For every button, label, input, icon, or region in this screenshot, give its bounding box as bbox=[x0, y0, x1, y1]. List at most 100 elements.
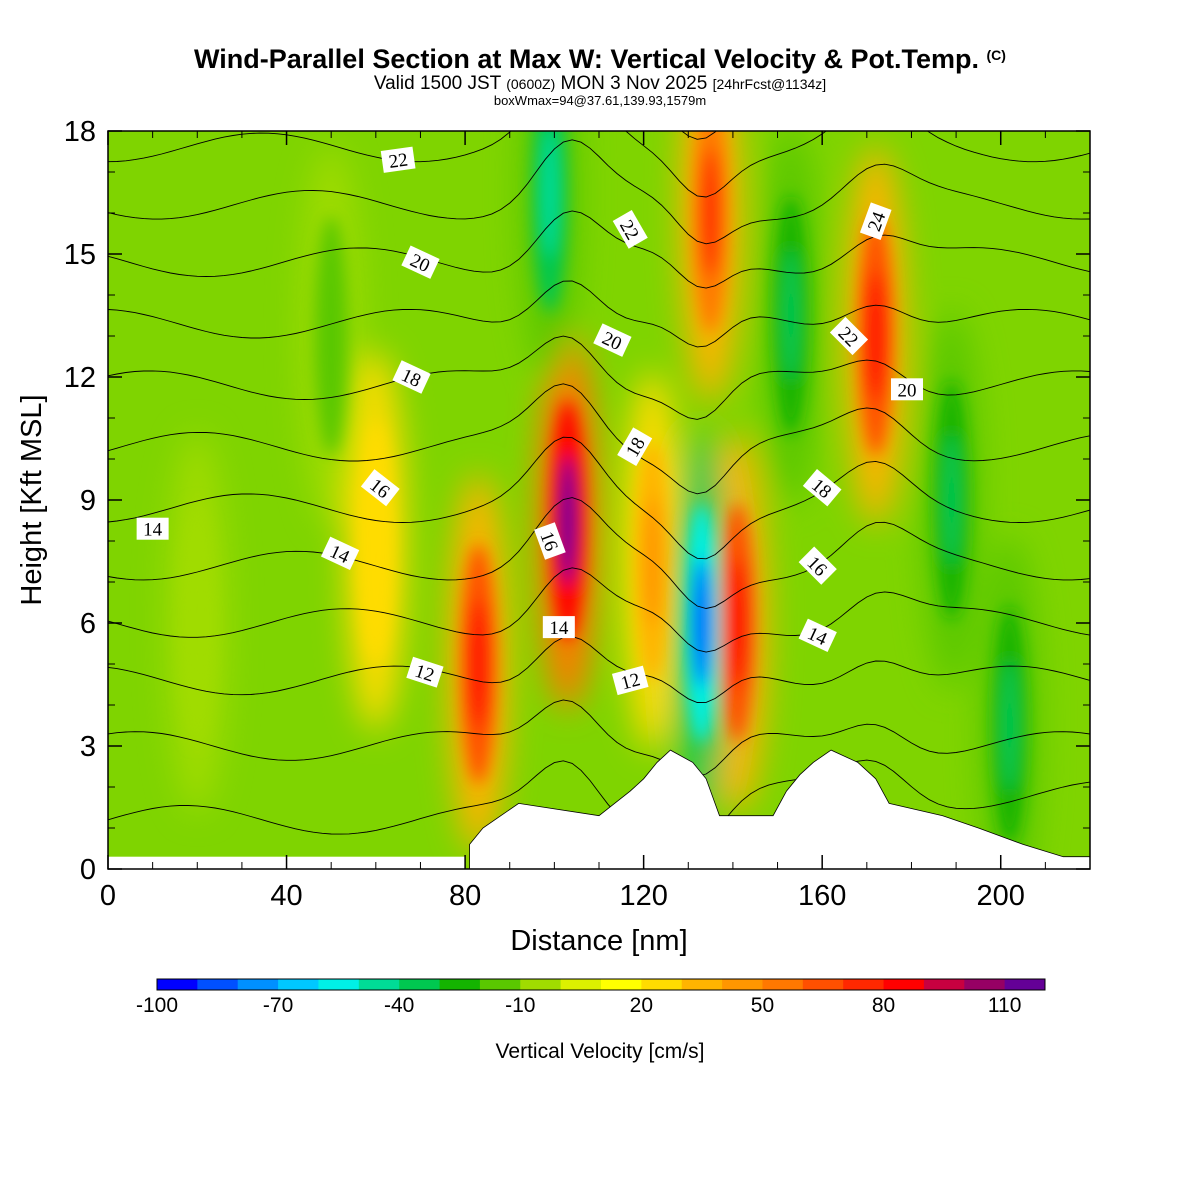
colorbar-label: Vertical Velocity [cm/s] bbox=[496, 1040, 705, 1063]
isentrope-label-16: 16 bbox=[534, 522, 566, 560]
forecast-info: [24hrFcst@1134z] bbox=[712, 76, 827, 92]
label-box bbox=[534, 522, 566, 560]
colorbar-swatch bbox=[237, 979, 279, 990]
label-box bbox=[542, 616, 575, 639]
isentrope-line bbox=[108, 497, 1090, 609]
colorbar-swatch bbox=[802, 979, 844, 990]
isentrope-line bbox=[108, 436, 1090, 560]
isentrope-line bbox=[108, 635, 1090, 703]
colorbar-tick-label: 50 bbox=[751, 994, 774, 1017]
colorbar-swatch bbox=[681, 979, 723, 990]
isentrope-label-text: 20 bbox=[897, 380, 916, 401]
label-box bbox=[802, 468, 842, 507]
colorbar-swatch bbox=[399, 979, 441, 990]
y-tick-label: 9 bbox=[80, 485, 96, 517]
colorbar-swatch bbox=[601, 979, 642, 990]
colorbar-swatch bbox=[197, 979, 239, 990]
colorbar-tick-label: -70 bbox=[263, 994, 293, 1017]
title-text: Wind-Parallel Section at Max W: Vertical… bbox=[194, 44, 979, 74]
label-box bbox=[392, 360, 431, 394]
label-box bbox=[798, 618, 837, 653]
x-tick-label: 0 bbox=[100, 880, 116, 912]
label-box bbox=[360, 469, 400, 507]
isentrope-line bbox=[108, 567, 1090, 653]
y-tick-label: 6 bbox=[80, 608, 96, 640]
colorbar-swatch bbox=[439, 979, 481, 990]
downdraft-core-13 bbox=[188, 558, 207, 688]
isentrope-label-text: 22 bbox=[387, 149, 409, 172]
colorbar-swatch bbox=[641, 979, 683, 990]
y-tick-label: 18 bbox=[64, 116, 96, 148]
label-box bbox=[401, 245, 440, 279]
colorbar-tick-label: 80 bbox=[872, 994, 895, 1017]
colorbar-swatch bbox=[923, 979, 965, 990]
isentrope-label-12: 12 bbox=[611, 665, 649, 696]
utc-time: (0600Z) bbox=[506, 76, 556, 92]
colorbar-frame bbox=[156, 978, 1046, 991]
updraft-core-5 bbox=[866, 271, 885, 401]
isentrope-label-22: 22 bbox=[380, 146, 416, 173]
isentrope-label-14: 14 bbox=[542, 616, 575, 639]
isentrope-line bbox=[108, 131, 1090, 198]
y-tick-label: 0 bbox=[80, 854, 96, 886]
isentrope-line bbox=[108, 335, 1090, 420]
downdraft-core-8 bbox=[540, 131, 559, 258]
box-wmax-line: boxWmax=94@37.61,139.93,1579m bbox=[493, 93, 707, 108]
colorbar-swatch bbox=[722, 979, 763, 990]
colorbar-tick-label: 20 bbox=[630, 994, 653, 1017]
label-box bbox=[406, 656, 444, 688]
updraft-core-4 bbox=[701, 148, 720, 278]
title-suffix: (C) bbox=[986, 47, 1006, 63]
colorbar-tick-label: -40 bbox=[384, 994, 414, 1017]
valid-date: MON 3 Nov 2025 bbox=[560, 73, 708, 94]
colorbar-swatch bbox=[1004, 979, 1046, 990]
updraft-core-3 bbox=[728, 558, 747, 688]
y-tick-label: 12 bbox=[64, 362, 96, 394]
chart-title: Wind-Parallel Section at Max W: Vertical… bbox=[0, 44, 1200, 75]
colorbar-tick-label: 110 bbox=[988, 994, 1021, 1017]
label-box bbox=[617, 427, 653, 467]
colorbar-swatch bbox=[318, 979, 360, 990]
colorbar-tick-label: -100 bbox=[136, 994, 178, 1017]
label-box bbox=[829, 316, 869, 356]
colorbar-swatch bbox=[560, 979, 602, 990]
colorbar-swatch bbox=[520, 979, 562, 990]
isentrope-label-text: 12 bbox=[619, 669, 643, 694]
isentrope-label-22: 22 bbox=[612, 210, 648, 249]
isentrope-line bbox=[108, 210, 1090, 289]
colorbar-swatch bbox=[358, 979, 400, 990]
isentrope-line bbox=[108, 139, 1090, 245]
label-box bbox=[859, 202, 892, 240]
label-box bbox=[612, 210, 648, 249]
x-tick-label: 200 bbox=[977, 880, 1025, 912]
y-tick-label: 15 bbox=[64, 239, 96, 271]
colorbar-swatch bbox=[964, 979, 1006, 990]
colorbar-swatch bbox=[883, 979, 925, 990]
y-tick-label: 3 bbox=[80, 731, 96, 763]
updraft-core-0 bbox=[469, 599, 488, 729]
label-box bbox=[320, 536, 360, 571]
label-box bbox=[890, 378, 923, 401]
isentrope-line bbox=[108, 383, 1090, 495]
isentrope-line bbox=[680, 131, 717, 140]
x-tick-label: 120 bbox=[619, 880, 667, 912]
downdraft-core-12 bbox=[322, 271, 341, 401]
downdraft-core-10 bbox=[942, 435, 961, 565]
colorbar-tick-label: -10 bbox=[505, 994, 535, 1017]
isentrope-label-14: 14 bbox=[136, 517, 169, 541]
colorbar-swatch bbox=[762, 979, 804, 990]
isentrope-label-14: 14 bbox=[320, 536, 360, 571]
isentrope-line bbox=[108, 280, 1090, 348]
y-axis-label: Height [Kft MSL] bbox=[16, 394, 48, 605]
isentrope-label-18: 18 bbox=[392, 360, 431, 394]
x-tick-label: 160 bbox=[798, 880, 846, 912]
label-box bbox=[380, 146, 416, 173]
label-box bbox=[611, 665, 649, 696]
chart-subtitle: Valid 1500 JST (0600Z) MON 3 Nov 2025 [2… bbox=[0, 73, 1200, 95]
label-box bbox=[798, 546, 837, 585]
downdraft-core-9 bbox=[781, 250, 800, 381]
colorbar-swatch bbox=[278, 979, 319, 990]
isentrope-label-20: 20 bbox=[890, 378, 923, 401]
x-axis-label: Distance [nm] bbox=[510, 925, 687, 957]
